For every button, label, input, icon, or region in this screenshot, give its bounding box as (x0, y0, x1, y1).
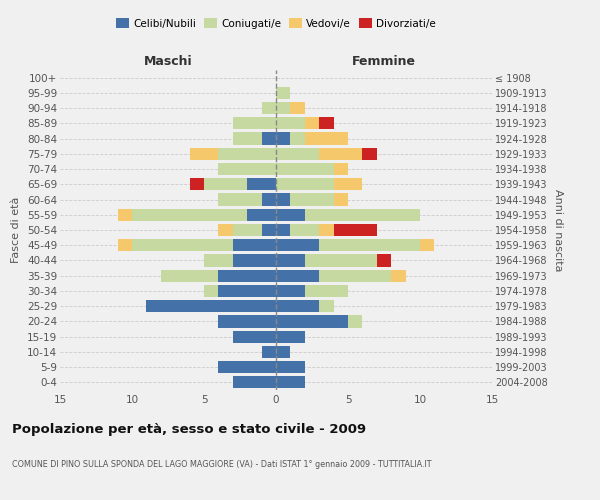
Bar (348, 316, 362, 328)
Bar (262, 132, 276, 144)
Bar (305, 208, 420, 221)
Bar (161, 270, 218, 282)
Bar (204, 178, 247, 190)
Bar (276, 270, 319, 282)
Legend: Celibi/Nubili, Coniugati/e, Vedovi/e, Divorziati/e: Celibi/Nubili, Coniugati/e, Vedovi/e, Di… (112, 14, 440, 33)
Bar (190, 148, 218, 160)
Bar (233, 132, 262, 144)
Bar (420, 239, 434, 252)
Bar (319, 239, 420, 252)
Bar (218, 270, 276, 282)
Bar (146, 300, 276, 312)
Y-axis label: Fasce di età: Fasce di età (11, 197, 22, 263)
Bar (276, 178, 334, 190)
Bar (218, 361, 276, 373)
Bar (118, 208, 132, 221)
Bar (362, 148, 377, 160)
Bar (233, 239, 276, 252)
Bar (334, 194, 348, 205)
Bar (233, 254, 276, 266)
Bar (218, 285, 276, 297)
Bar (247, 178, 276, 190)
Bar (319, 117, 334, 130)
Bar (204, 254, 233, 266)
Bar (276, 148, 319, 160)
Bar (233, 376, 276, 388)
Bar (262, 224, 276, 236)
Bar (276, 376, 305, 388)
Bar (319, 224, 334, 236)
Bar (290, 102, 305, 114)
Bar (319, 300, 334, 312)
Bar (276, 361, 305, 373)
Bar (262, 102, 276, 114)
Bar (319, 148, 362, 160)
Text: Femmine: Femmine (352, 56, 416, 68)
Bar (276, 163, 334, 175)
Bar (305, 117, 319, 130)
Bar (262, 346, 276, 358)
Bar (218, 194, 262, 205)
Bar (319, 270, 391, 282)
Bar (276, 87, 290, 99)
Bar (276, 300, 319, 312)
Bar (391, 270, 406, 282)
Text: Maschi: Maschi (143, 56, 193, 68)
Bar (290, 132, 305, 144)
Bar (276, 239, 319, 252)
Bar (334, 178, 362, 190)
Bar (218, 224, 233, 236)
Bar (305, 254, 377, 266)
Text: Popolazione per età, sesso e stato civile - 2009: Popolazione per età, sesso e stato civil… (12, 422, 366, 436)
Bar (276, 132, 290, 144)
Bar (118, 239, 132, 252)
Bar (276, 117, 305, 130)
Bar (132, 239, 233, 252)
Bar (132, 208, 247, 221)
Bar (276, 285, 305, 297)
Bar (276, 224, 290, 236)
Text: COMUNE DI PINO SULLA SPONDA DEL LAGO MAGGIORE (VA) - Dati ISTAT 1° gennaio 2009 : COMUNE DI PINO SULLA SPONDA DEL LAGO MAG… (12, 460, 431, 469)
Bar (305, 285, 348, 297)
Bar (276, 208, 305, 221)
Bar (276, 194, 290, 205)
Bar (204, 285, 218, 297)
Bar (290, 194, 334, 205)
Bar (334, 163, 348, 175)
Bar (290, 224, 319, 236)
Bar (377, 254, 391, 266)
Y-axis label: Anni di nascita: Anni di nascita (553, 188, 563, 271)
Bar (218, 316, 276, 328)
Bar (190, 178, 204, 190)
Bar (334, 224, 377, 236)
Bar (233, 224, 262, 236)
Bar (262, 194, 276, 205)
Bar (276, 102, 290, 114)
Bar (233, 330, 276, 343)
Bar (305, 132, 348, 144)
Bar (276, 346, 290, 358)
Bar (276, 330, 305, 343)
Bar (276, 316, 348, 328)
Bar (218, 148, 276, 160)
Bar (218, 163, 276, 175)
Bar (233, 117, 276, 130)
Bar (247, 208, 276, 221)
Bar (276, 254, 305, 266)
